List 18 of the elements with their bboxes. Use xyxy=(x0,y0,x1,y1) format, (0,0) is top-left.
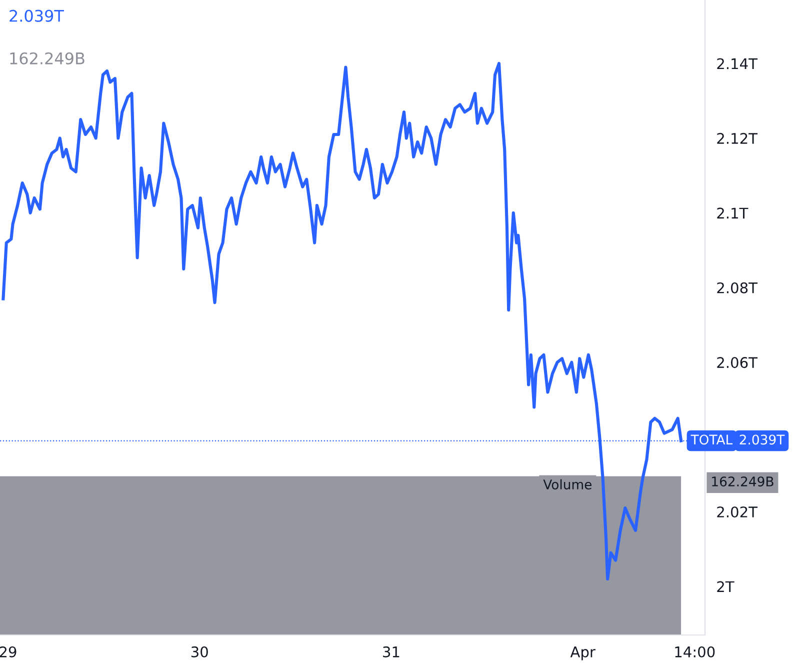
y-tick-label: 2.08T xyxy=(717,282,758,294)
annotation: 2.039T xyxy=(10,10,64,22)
series-label: Volume xyxy=(543,479,592,490)
x-tick-label: 31 xyxy=(383,646,400,658)
x-tick-label: 14:00 xyxy=(675,646,715,658)
y-tick-label: 2.02T xyxy=(717,506,758,518)
x-tick-label: 30 xyxy=(191,646,208,658)
y-tick-label: 2T xyxy=(717,581,734,592)
annotation: 162.249B xyxy=(712,476,774,486)
y-tick-label: 2.06T xyxy=(717,357,758,368)
x-tick-label: Apr xyxy=(570,646,596,660)
x-tick-label: 29 xyxy=(0,646,16,658)
series-label: TOTAL xyxy=(690,434,733,445)
annotation: 162.249B xyxy=(10,52,84,64)
y-tick-label: 2.14T xyxy=(717,58,758,70)
y-tick-label: 2.12T xyxy=(717,132,758,144)
y-tick-label: 2.1T xyxy=(717,208,748,218)
ref-line-label: 2.039T xyxy=(740,434,785,445)
